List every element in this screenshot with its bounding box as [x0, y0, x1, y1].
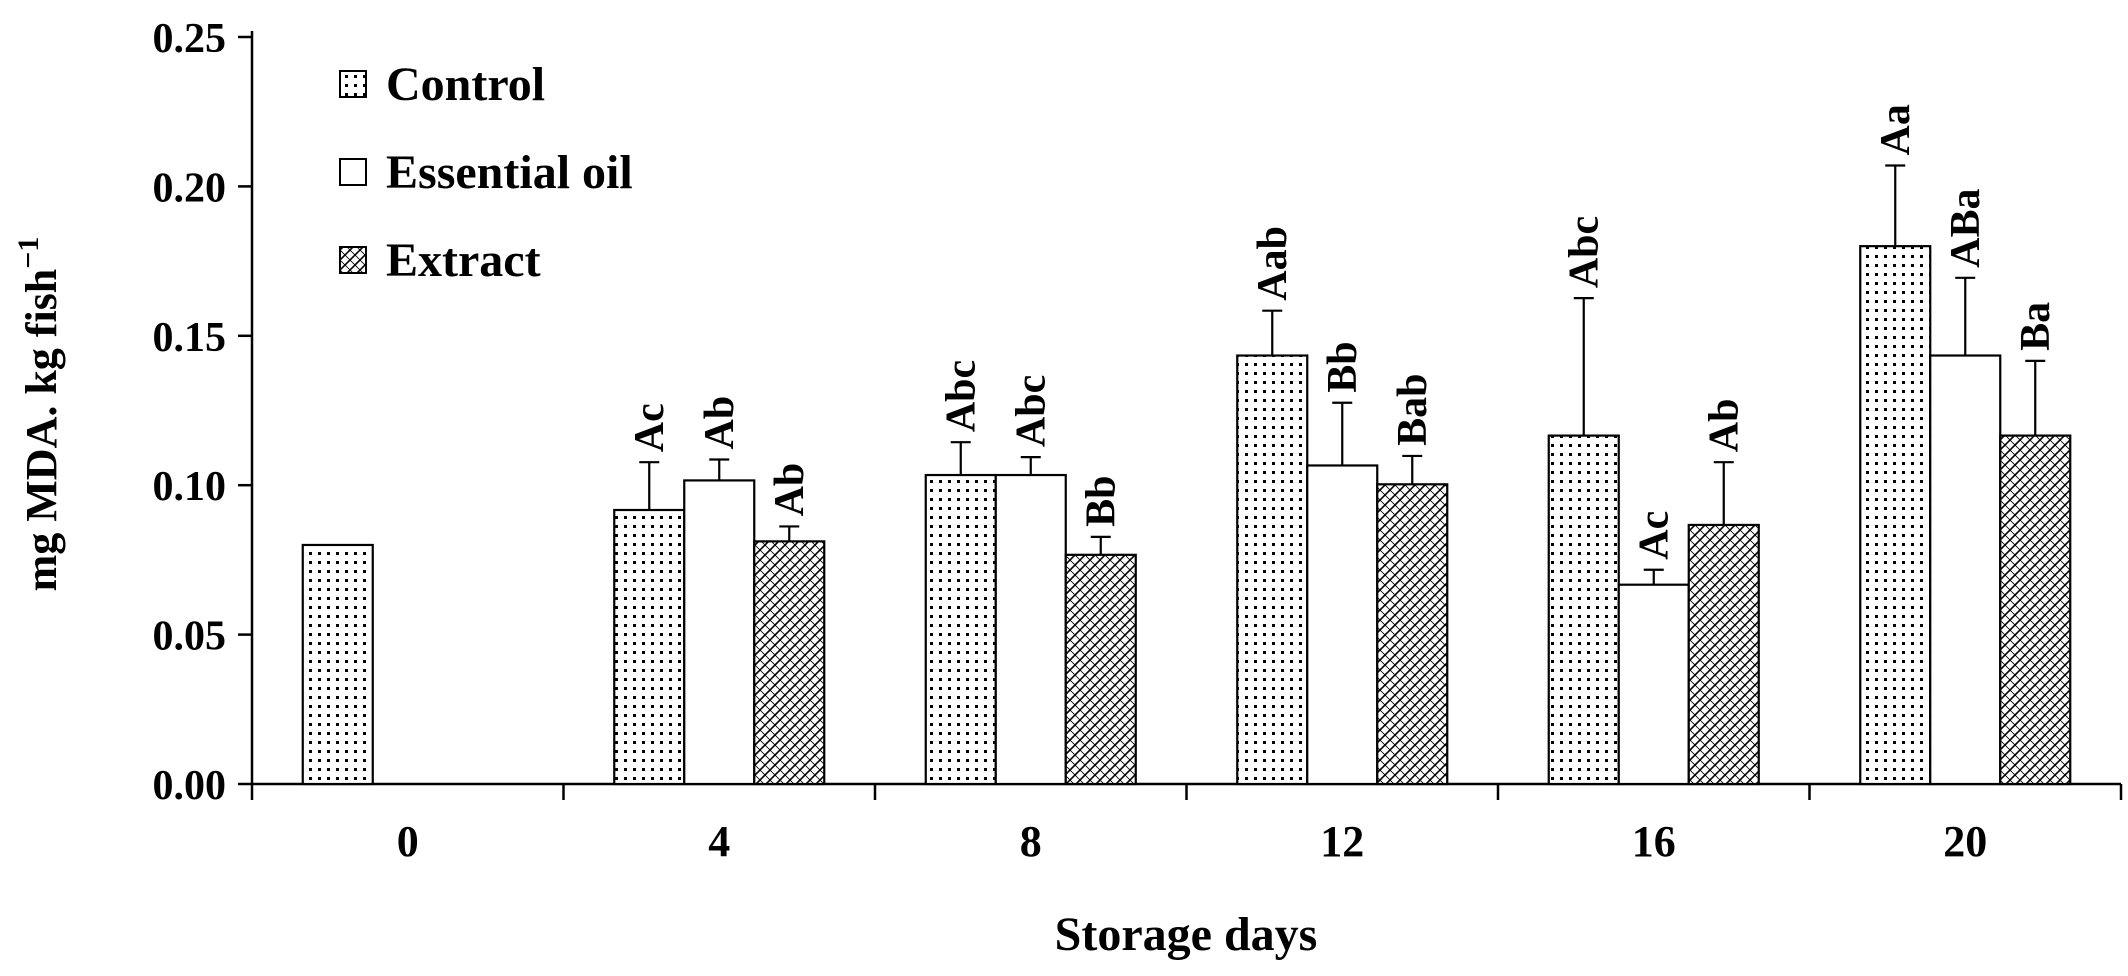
y-axis-label: mg MDA. kg fish−1 [12, 237, 66, 592]
y-tick-label: 0.05 [153, 614, 227, 660]
significance-label: Ac [627, 403, 673, 452]
legend-swatch [339, 246, 367, 274]
bar [1929, 354, 2002, 786]
error-bar [1643, 568, 1664, 585]
error-bar [950, 441, 971, 476]
x-tick-label: 16 [1632, 817, 1676, 866]
y-tick-label: 0.00 [153, 763, 227, 809]
bar [1617, 583, 1690, 786]
error-bar [779, 525, 800, 542]
x-tick-label: 4 [708, 817, 730, 866]
error-bar [1713, 461, 1734, 525]
error-bar [1573, 297, 1594, 436]
significance-label: Aab [1250, 226, 1296, 301]
error-bar [1090, 535, 1111, 555]
significance-label: Bb [1320, 341, 1366, 392]
bar [753, 540, 826, 786]
error-bar [1402, 454, 1423, 485]
y-tick-label: 0.10 [153, 464, 227, 510]
y-axis-label-main: mg MDA. kg fish [17, 269, 66, 592]
bar [683, 479, 756, 786]
legend-swatch [339, 70, 367, 98]
bar [1064, 553, 1137, 786]
y-tick-label: 0.20 [153, 165, 227, 211]
x-tick-label: 0 [397, 817, 419, 866]
bar [1306, 464, 1379, 786]
x-tick-label: 12 [1320, 817, 1364, 866]
bar [994, 473, 1067, 786]
significance-label: Ab [1702, 398, 1748, 452]
legend-label: Control [386, 58, 545, 111]
bar [1376, 483, 1449, 786]
error-bar [1262, 309, 1283, 356]
bar [924, 473, 997, 786]
legend-label: Extract [386, 234, 541, 287]
significance-label: Ba [2013, 302, 2059, 351]
bar [301, 543, 374, 786]
error-bar [639, 461, 660, 510]
error-bar [1020, 456, 1041, 476]
bar [613, 508, 686, 786]
legend-swatch [339, 158, 367, 186]
significance-label: Ab [697, 396, 743, 450]
error-bar [1885, 164, 1906, 247]
y-tick-label: 0.25 [153, 16, 227, 62]
significance-label: Bb [1079, 476, 1125, 527]
x-tick-label: 20 [1943, 817, 1987, 866]
x-axis-label: Storage days [1055, 908, 1318, 961]
significance-label: Abc [1009, 375, 1055, 447]
error-bar [709, 458, 730, 481]
significance-label: Bab [1390, 374, 1436, 446]
y-tick-label: 0.15 [153, 315, 227, 361]
bar [1999, 434, 2072, 786]
significance-label: Ac [1632, 511, 1678, 560]
error-bar [2025, 359, 2046, 436]
bar [1687, 523, 1760, 786]
significance-label: Ab [767, 463, 813, 517]
significance-label: Abc [939, 360, 985, 432]
x-tick-label: 8 [1020, 817, 1042, 866]
error-bar [1332, 401, 1353, 466]
significance-label: Abc [1562, 216, 1608, 288]
significance-label: Aa [1873, 104, 1919, 155]
bar [1547, 434, 1620, 786]
bar [1236, 354, 1309, 786]
legend-label: Essential oil [386, 146, 633, 199]
y-axis-label-superscript: −1 [12, 237, 45, 269]
bar [1859, 245, 1932, 786]
error-bar [1955, 276, 1976, 356]
significance-label: ABa [1943, 188, 1989, 267]
